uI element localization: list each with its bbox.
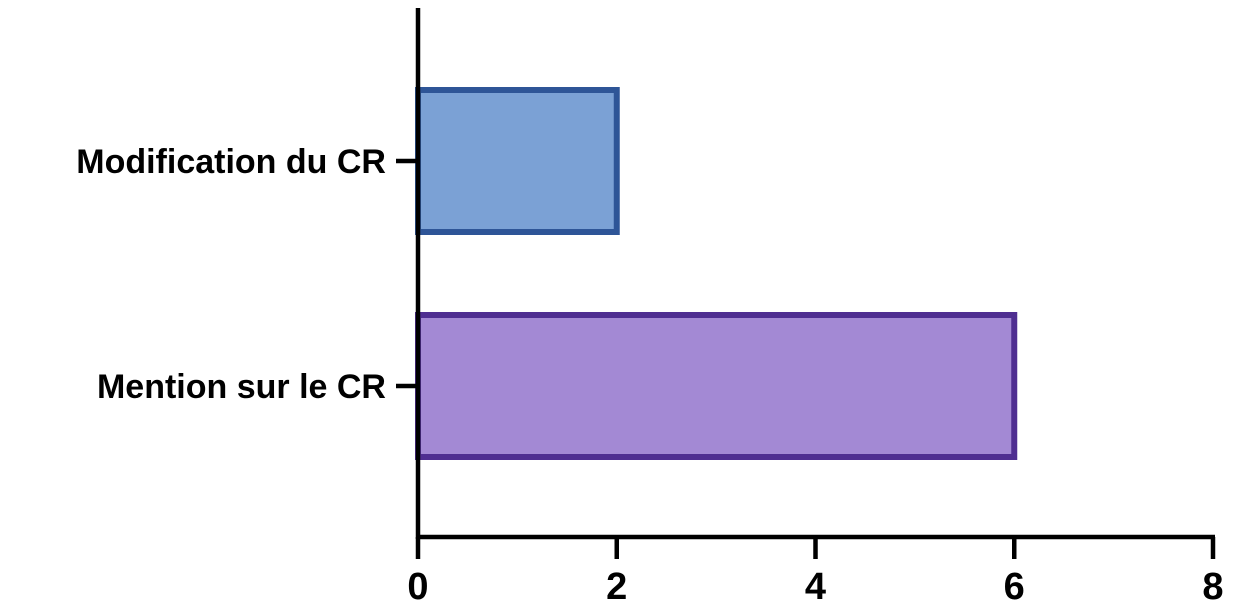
y-ticks-group: Modification du CR Mention sur le CR bbox=[76, 143, 418, 406]
x-tick-label: 6 bbox=[1004, 566, 1025, 606]
bars-group bbox=[415, 87, 1018, 460]
y-tick-label: Mention sur le CR bbox=[97, 368, 386, 406]
x-ticks-group: 0 2 4 6 8 bbox=[407, 537, 1224, 606]
bar-modification-du-cr bbox=[415, 87, 620, 235]
y-tick-label: Modification du CR bbox=[76, 143, 386, 181]
x-tick-label: 0 bbox=[407, 566, 428, 606]
x-tick-label: 8 bbox=[1202, 566, 1223, 606]
x-tick-label: 4 bbox=[805, 566, 826, 606]
x-tick-label: 2 bbox=[606, 566, 627, 606]
bar-mention-sur-le-cr bbox=[415, 312, 1018, 460]
